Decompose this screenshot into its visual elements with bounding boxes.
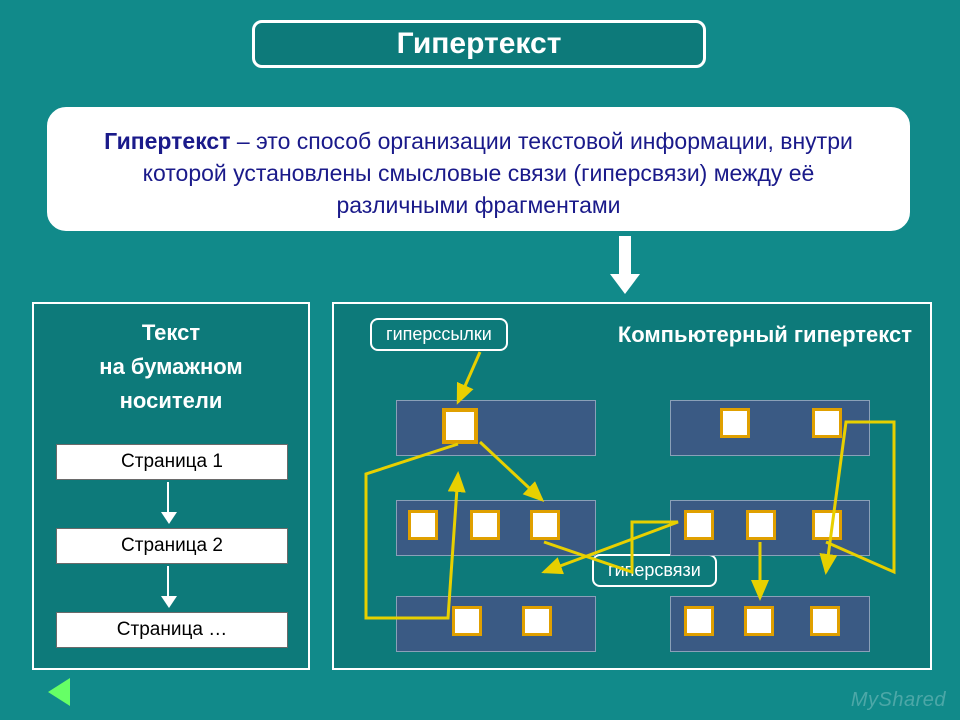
- hyperlink-node: [812, 408, 842, 438]
- paper-text-panel: Текст на бумажном носители Страница 1 Ст…: [32, 302, 310, 670]
- hypertext-panel-title: Компьютерный гипертекст: [618, 322, 912, 348]
- hyperlink-node: [720, 408, 750, 438]
- hyperlink-node: [470, 510, 500, 540]
- definition-text: – это способ организации текстовой инфор…: [143, 128, 853, 218]
- pill-hyperlinks: гиперссылки: [370, 318, 508, 351]
- page-box-1: Страница 1: [56, 444, 288, 480]
- hypertext-panel: Компьютерный гипертекст гиперссылки гипе…: [332, 302, 932, 670]
- paper-text-header-line1: Текст: [34, 316, 308, 350]
- pill-hyperlinks-label: гиперссылки: [386, 324, 492, 344]
- arrow-definition-to-right: [618, 236, 632, 292]
- hyperlink-node: [746, 510, 776, 540]
- hyperlink-node: [744, 606, 774, 636]
- hyperlink-node: [684, 510, 714, 540]
- watermark: MyShared: [851, 689, 946, 712]
- paper-text-header-line2: на бумажном: [34, 350, 308, 384]
- hypertext-block: [396, 596, 596, 652]
- paper-text-header: Текст на бумажном носители: [34, 304, 308, 418]
- hyperlink-node: [812, 510, 842, 540]
- back-icon[interactable]: [48, 678, 70, 706]
- hyperlink-node: [684, 606, 714, 636]
- pill-hyperrelations: гиперсвязи: [592, 554, 717, 587]
- pill-hyperrelations-label: гиперсвязи: [608, 560, 701, 580]
- hyperlink-node: [442, 408, 478, 444]
- paper-text-header-line3: носители: [34, 384, 308, 418]
- page-label-1: Страница 1: [121, 451, 223, 473]
- page-box-3: Страница …: [56, 612, 288, 648]
- hyperlink-node: [408, 510, 438, 540]
- definition-term: Гипертекст: [104, 128, 230, 154]
- definition-box: Гипертекст – это способ организации текс…: [44, 104, 913, 234]
- page-box-2: Страница 2: [56, 528, 288, 564]
- slide-title: Гипертекст: [397, 27, 562, 61]
- page-label-3: Страница …: [117, 619, 227, 641]
- hypertext-block: [396, 400, 596, 456]
- hyperlink-node: [530, 510, 560, 540]
- hyperlink-node: [810, 606, 840, 636]
- hyperlink-node: [522, 606, 552, 636]
- slide-title-box: Гипертекст: [252, 20, 706, 68]
- page-label-2: Страница 2: [121, 535, 223, 557]
- hyperlink-node: [452, 606, 482, 636]
